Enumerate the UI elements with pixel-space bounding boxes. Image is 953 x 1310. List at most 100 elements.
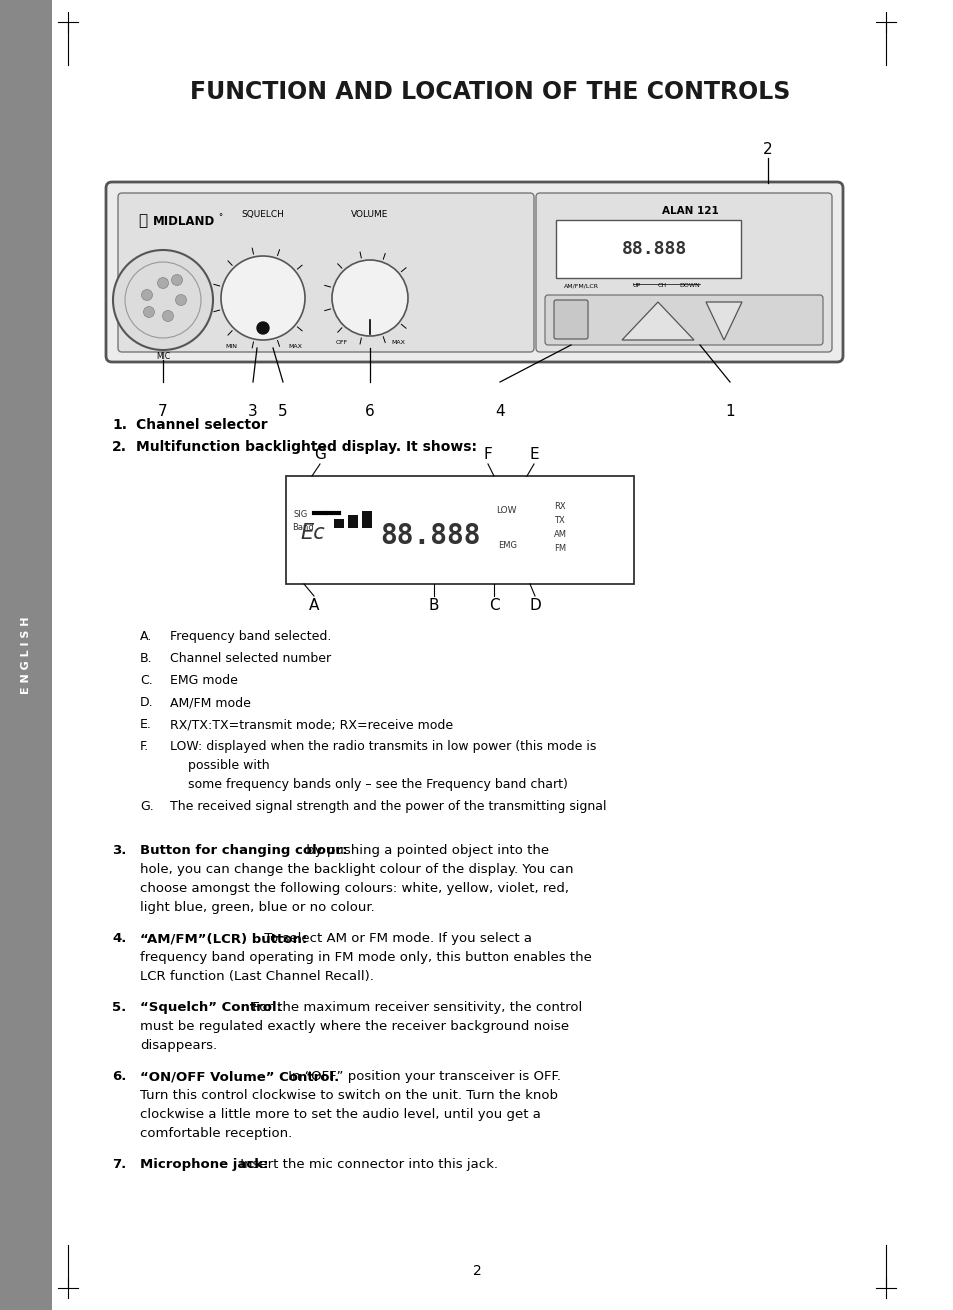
Text: light blue, green, blue or no colour.: light blue, green, blue or no colour.	[140, 901, 375, 914]
Text: Frequency band selected.: Frequency band selected.	[170, 630, 331, 643]
Text: some frequency bands only – see the Frequency band chart): some frequency bands only – see the Freq…	[188, 778, 567, 791]
Text: comfortable reception.: comfortable reception.	[140, 1127, 292, 1140]
Text: D.: D.	[140, 696, 153, 709]
Text: 6: 6	[365, 403, 375, 419]
Text: AM: AM	[554, 531, 566, 538]
Text: 1.: 1.	[112, 418, 127, 432]
Text: A.: A.	[140, 630, 152, 643]
Text: MIDLAND: MIDLAND	[152, 215, 215, 228]
Bar	[0, 0, 52, 1310]
Text: UP: UP	[633, 283, 640, 288]
Text: For the maximum receiver sensitivity, the control: For the maximum receiver sensitivity, th…	[248, 1001, 581, 1014]
Text: TX: TX	[554, 516, 564, 525]
Text: LOW: displayed when the radio transmits in low power (this mode is: LOW: displayed when the radio transmits …	[170, 740, 596, 753]
Text: To select AM or FM mode. If you select a: To select AM or FM mode. If you select a	[260, 931, 532, 945]
Text: frequency band operating in FM mode only, this button enables the: frequency band operating in FM mode only…	[140, 951, 591, 964]
Circle shape	[162, 310, 173, 321]
Text: 2: 2	[762, 143, 772, 157]
FancyBboxPatch shape	[106, 182, 842, 362]
Text: RX/TX:TX=transmit mode; RX=receive mode: RX/TX:TX=transmit mode; RX=receive mode	[170, 718, 453, 731]
Circle shape	[172, 275, 182, 286]
Text: ALAN 121: ALAN 121	[661, 206, 718, 216]
Text: 88.888: 88.888	[380, 521, 480, 550]
Text: Button for changing colour:: Button for changing colour:	[140, 844, 347, 857]
FancyBboxPatch shape	[536, 193, 831, 352]
Text: MIC: MIC	[155, 352, 170, 362]
Text: 2.: 2.	[112, 440, 127, 455]
Text: Ⓜ: Ⓜ	[138, 214, 147, 228]
Text: G.: G.	[140, 800, 153, 814]
Text: SQUELCH: SQUELCH	[241, 210, 284, 219]
Text: Channel selected number: Channel selected number	[170, 652, 331, 665]
Text: EMG mode: EMG mode	[170, 675, 237, 686]
Text: Microphone jack:: Microphone jack:	[140, 1158, 268, 1171]
Circle shape	[332, 259, 408, 335]
Text: AM/FM/LCR: AM/FM/LCR	[563, 283, 598, 288]
Text: 3.: 3.	[112, 844, 126, 857]
Text: clockwise a little more to set the audio level, until you get a: clockwise a little more to set the audio…	[140, 1108, 540, 1121]
Circle shape	[141, 290, 152, 300]
Circle shape	[221, 255, 305, 341]
Text: 7.: 7.	[112, 1158, 126, 1171]
Text: choose amongst the following colours: white, yellow, violet, red,: choose amongst the following colours: wh…	[140, 882, 568, 895]
Text: SIG: SIG	[294, 510, 308, 519]
Text: G: G	[314, 447, 326, 462]
Text: by pushing a pointed object into the: by pushing a pointed object into the	[302, 844, 549, 857]
Text: °: °	[218, 214, 222, 221]
Text: F.: F.	[140, 740, 149, 753]
Text: Ec: Ec	[299, 523, 324, 544]
Text: 7: 7	[158, 403, 168, 419]
Text: 4: 4	[495, 403, 504, 419]
Text: C.: C.	[140, 675, 152, 686]
Text: possible with: possible with	[188, 758, 270, 772]
Text: 5.: 5.	[112, 1001, 126, 1014]
Text: 2: 2	[472, 1264, 481, 1279]
Text: A: A	[309, 597, 319, 613]
Text: FM: FM	[554, 544, 565, 553]
Circle shape	[143, 307, 154, 317]
Text: EMG: EMG	[497, 541, 517, 550]
Text: FUNCTION AND LOCATION OF THE CONTROLS: FUNCTION AND LOCATION OF THE CONTROLS	[190, 80, 789, 103]
Text: E.: E.	[140, 718, 152, 731]
FancyBboxPatch shape	[554, 300, 587, 339]
Text: 3: 3	[248, 403, 257, 419]
Text: Turn this control clockwise to switch on the unit. Turn the knob: Turn this control clockwise to switch on…	[140, 1089, 558, 1102]
Text: “AM/FM”(LCR) button:: “AM/FM”(LCR) button:	[140, 931, 307, 945]
Text: MIN: MIN	[225, 345, 236, 348]
Bar	[334, 519, 344, 528]
Text: MAX: MAX	[391, 341, 404, 345]
Circle shape	[256, 322, 269, 334]
Text: F: F	[483, 447, 492, 462]
Text: Insert the mic connector into this jack.: Insert the mic connector into this jack.	[235, 1158, 497, 1171]
Text: Channel selector: Channel selector	[136, 418, 268, 432]
Text: B.: B.	[140, 652, 152, 665]
Text: DOWN: DOWN	[679, 283, 700, 288]
Text: Multifunction backlighted display. It shows:: Multifunction backlighted display. It sh…	[136, 440, 476, 455]
Text: Band: Band	[292, 523, 314, 532]
Text: CH: CH	[657, 283, 666, 288]
Text: AM/FM mode: AM/FM mode	[170, 696, 251, 709]
FancyBboxPatch shape	[544, 295, 822, 345]
Polygon shape	[621, 303, 693, 341]
Text: must be regulated exactly where the receiver background noise: must be regulated exactly where the rece…	[140, 1020, 569, 1034]
Bar	[361, 511, 372, 528]
Text: disappears.: disappears.	[140, 1039, 217, 1052]
Text: The received signal strength and the power of the transmitting signal: The received signal strength and the pow…	[170, 800, 606, 814]
Polygon shape	[705, 303, 741, 341]
Text: VOLUME: VOLUME	[351, 210, 388, 219]
Text: 6.: 6.	[112, 1070, 126, 1083]
Circle shape	[125, 262, 201, 338]
Text: OFF: OFF	[335, 341, 348, 345]
Text: 4.: 4.	[112, 931, 126, 945]
Text: RX: RX	[554, 502, 565, 511]
Text: E: E	[529, 447, 538, 462]
FancyBboxPatch shape	[118, 193, 534, 352]
Text: D: D	[529, 597, 540, 613]
Text: 1: 1	[724, 403, 734, 419]
Text: 88.888: 88.888	[621, 240, 687, 258]
Text: In “OFF” position your transceiver is OFF.: In “OFF” position your transceiver is OF…	[284, 1070, 560, 1083]
Text: 5: 5	[278, 403, 288, 419]
Text: LOW: LOW	[496, 506, 516, 515]
Text: hole, you can change the backlight colour of the display. You can: hole, you can change the backlight colou…	[140, 863, 573, 876]
Text: “ON/OFF Volume” Control.: “ON/OFF Volume” Control.	[140, 1070, 339, 1083]
